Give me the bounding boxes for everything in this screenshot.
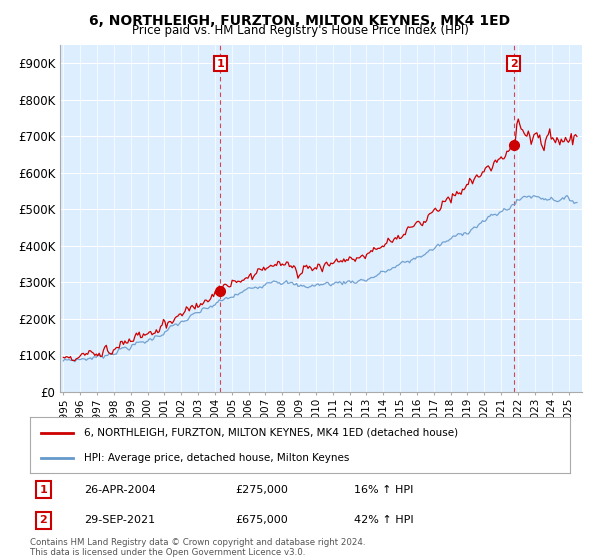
Text: £675,000: £675,000 — [235, 515, 288, 525]
Text: 42% ↑ HPI: 42% ↑ HPI — [354, 515, 413, 525]
Text: 16% ↑ HPI: 16% ↑ HPI — [354, 484, 413, 494]
Text: Contains HM Land Registry data © Crown copyright and database right 2024.
This d: Contains HM Land Registry data © Crown c… — [30, 538, 365, 557]
Text: 2: 2 — [510, 59, 518, 69]
Text: 2: 2 — [40, 515, 47, 525]
Text: 26-APR-2004: 26-APR-2004 — [84, 484, 156, 494]
Text: 1: 1 — [40, 484, 47, 494]
Text: HPI: Average price, detached house, Milton Keynes: HPI: Average price, detached house, Milt… — [84, 452, 349, 463]
Text: 1: 1 — [217, 59, 224, 69]
Text: 29-SEP-2021: 29-SEP-2021 — [84, 515, 155, 525]
Text: 6, NORTHLEIGH, FURZTON, MILTON KEYNES, MK4 1ED (detached house): 6, NORTHLEIGH, FURZTON, MILTON KEYNES, M… — [84, 428, 458, 438]
Text: £275,000: £275,000 — [235, 484, 288, 494]
Text: Price paid vs. HM Land Registry's House Price Index (HPI): Price paid vs. HM Land Registry's House … — [131, 24, 469, 37]
Text: 6, NORTHLEIGH, FURZTON, MILTON KEYNES, MK4 1ED: 6, NORTHLEIGH, FURZTON, MILTON KEYNES, M… — [89, 14, 511, 28]
